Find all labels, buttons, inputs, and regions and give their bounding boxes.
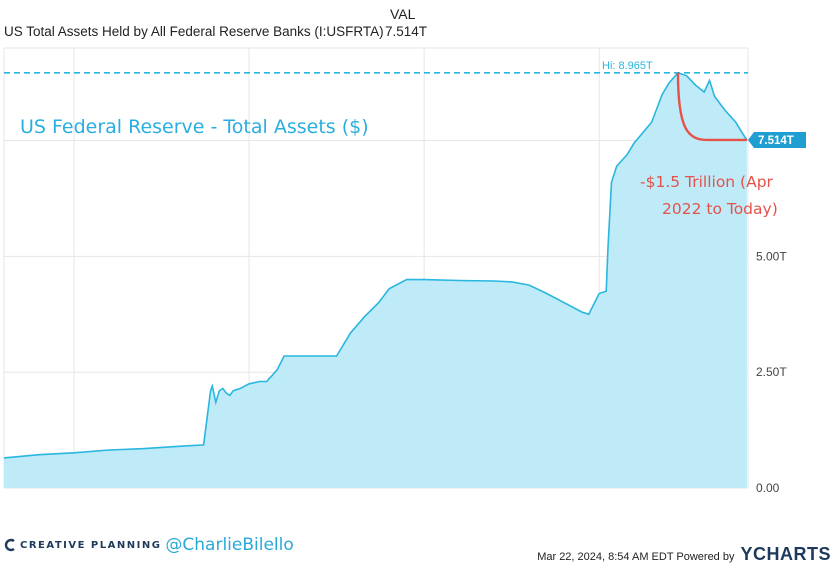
decline-annotation-curve [676, 72, 747, 142]
last-value-badge-shape [748, 131, 806, 148]
series-line [3, 71, 748, 459]
timestamp: Mar 22, 2024, 8:54 AM EDT Powered by [537, 551, 735, 563]
author-handle[interactable]: @CharlieBilello [165, 535, 294, 555]
footer-brand: CREATIVE PLANNING @CharlieBilello [4, 535, 294, 555]
footer-attribution: Mar 22, 2024, 8:54 AM EDT Powered by YCH… [537, 544, 831, 565]
area-fill [4, 72, 747, 489]
y-tick-label: 2.50T [756, 365, 787, 379]
series-name[interactable]: US Total Assets Held by All Federal Rese… [4, 24, 384, 39]
last-value-label: 7.514T [758, 135, 794, 147]
value-column-header: VAL [390, 6, 416, 22]
creative-planning-logo: CREATIVE PLANNING [20, 539, 162, 551]
y-tick-label: 5.00T [756, 249, 787, 263]
last-value-badge: 7.514T [748, 131, 806, 148]
creative-planning-logo-icon [4, 538, 15, 552]
y-axis: 0.00 2.50T 5.00T [756, 249, 787, 492]
y-tick-label: 0.00 [756, 481, 780, 492]
ycharts-logo[interactable]: YCHARTS [740, 544, 831, 564]
chart-title: US Federal Reserve - Total Assets ($) [20, 116, 369, 138]
high-label: Hi: 8.965T [602, 60, 653, 72]
annotation-line-1: -$1.5 Trillion (Apr [640, 173, 774, 191]
annotation-line-2: 2022 to Today) [662, 200, 778, 218]
series-value: 7.514T [385, 24, 428, 39]
